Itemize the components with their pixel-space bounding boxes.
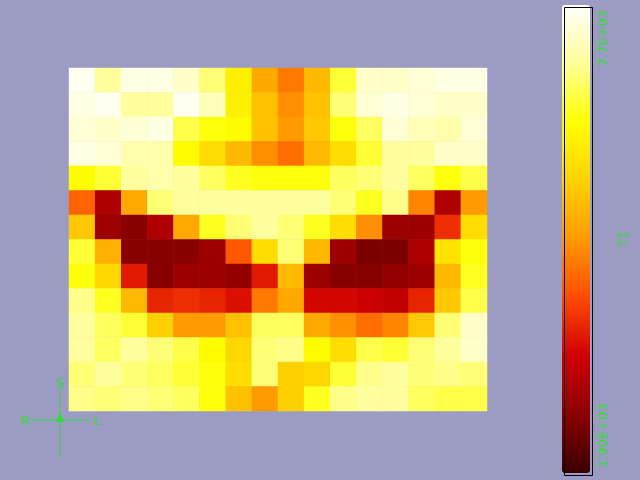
- svg-text:S: S: [56, 375, 64, 390]
- svg-text:7.7E+03: 7.7E+03: [595, 10, 610, 66]
- svg-text:L: L: [93, 413, 101, 428]
- svg-text:1.90E+03: 1.90E+03: [595, 403, 610, 468]
- svg-text:R: R: [20, 413, 29, 428]
- svg-text:T1: T1: [615, 231, 630, 248]
